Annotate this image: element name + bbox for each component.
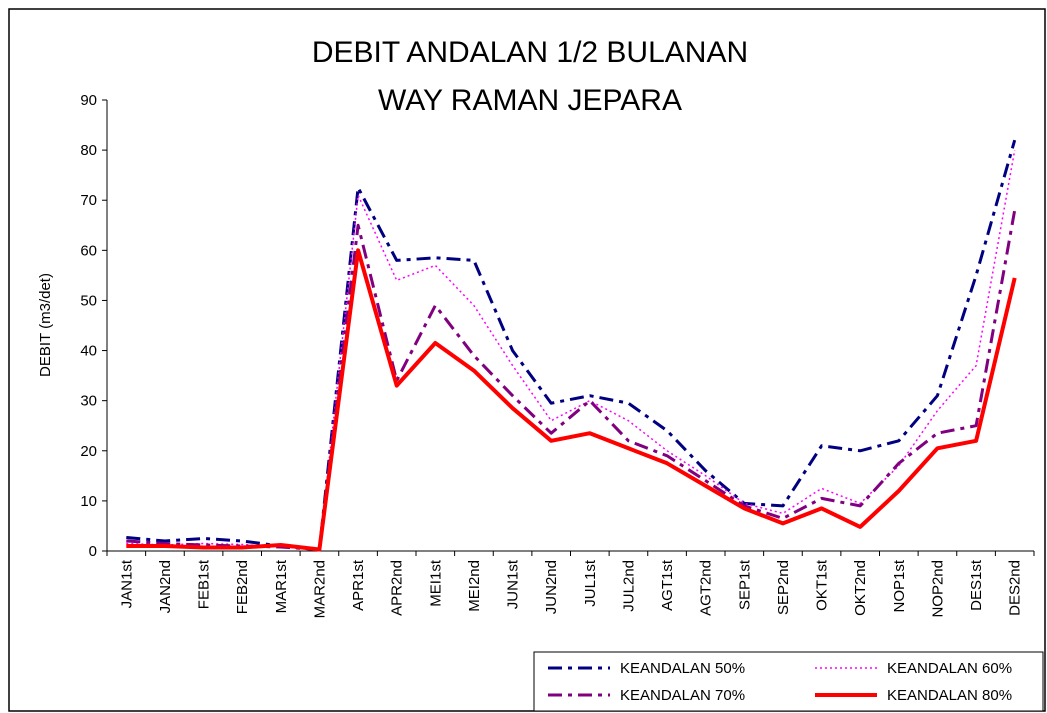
y-tick-label: 30	[80, 393, 97, 410]
y-tick-label: 50	[80, 292, 97, 309]
x-tick-label: JUL1st	[582, 559, 599, 607]
legend-label: KEANDALAN 50%	[620, 660, 745, 677]
y-tick-label: 60	[80, 242, 97, 259]
y-tick-label: 40	[80, 343, 97, 360]
x-tick-label: FEB2nd	[234, 560, 251, 614]
series-line	[126, 209, 1017, 551]
legend-label: KEANDALAN 80%	[887, 687, 1012, 704]
legend	[533, 651, 1044, 712]
x-tick-label: JAN2nd	[157, 560, 174, 613]
x-tick-label: SEP1st	[736, 559, 753, 610]
x-tick-label: JUL2nd	[620, 560, 637, 612]
chart-border	[8, 8, 1046, 712]
chart-title: DEBIT ANDALAN 1/2 BULANAN	[312, 36, 748, 69]
x-tick-label: JUN2nd	[543, 560, 560, 614]
x-tick-label: FEB1st	[196, 559, 213, 609]
chart-subtitle: WAY RAMAN JEPARA	[378, 84, 682, 117]
x-tick-label: APR1st	[350, 559, 367, 611]
x-tick-label: NOP1st	[891, 559, 908, 612]
x-tick-label: AGT1st	[659, 559, 676, 611]
legend-label: KEANDALAN 70%	[620, 687, 745, 704]
y-tick-label: 20	[80, 443, 97, 460]
y-tick-label: 90	[80, 92, 97, 109]
x-tick-label: MEI2nd	[466, 560, 483, 612]
y-tick-label: 10	[80, 493, 97, 510]
x-tick-label: NOP2nd	[929, 560, 946, 618]
y-axis-label: DEBIT (m3/det)	[37, 273, 54, 377]
y-tick-label: 80	[80, 142, 97, 159]
legend-label: KEANDALAN 60%	[887, 660, 1012, 677]
x-tick-label: SEP2nd	[775, 560, 792, 615]
x-tick-label: JAN1st	[118, 559, 135, 608]
series-line	[126, 149, 1016, 551]
x-tick-label: DES1st	[968, 559, 985, 611]
y-tick-label: 0	[89, 543, 97, 560]
x-tick-label: MAR1st	[273, 559, 290, 613]
x-tick-label: MAR2nd	[311, 560, 328, 618]
x-tick-label: OKT2nd	[852, 560, 869, 616]
y-tick-label: 70	[80, 192, 97, 209]
series-line	[126, 139, 1017, 551]
x-tick-label: JUN1st	[505, 559, 522, 609]
x-tick-label: DES2nd	[1007, 560, 1024, 616]
x-tick-label: OKT1st	[814, 559, 831, 611]
series-line	[126, 248, 1017, 552]
x-tick-label: MEI1st	[427, 559, 444, 607]
x-tick-label: AGT2nd	[698, 560, 715, 616]
x-tick-label: APR2nd	[389, 560, 406, 616]
